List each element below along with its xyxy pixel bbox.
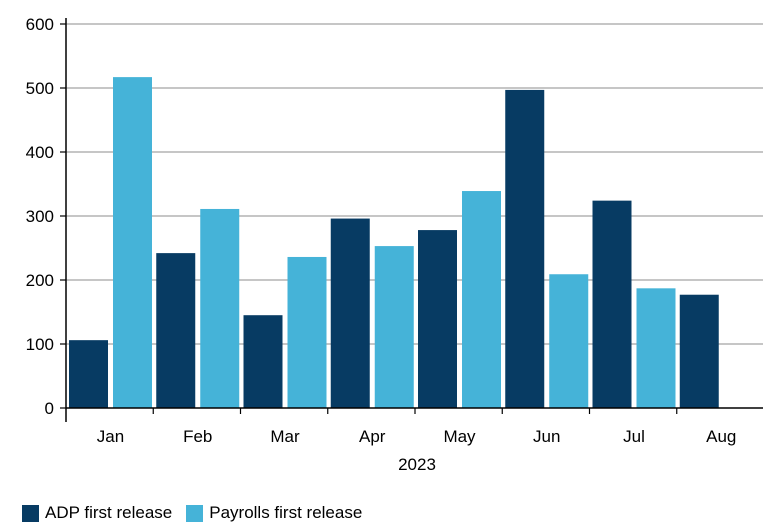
bar bbox=[549, 274, 589, 408]
bar bbox=[69, 340, 108, 408]
y-tick-label: 600 bbox=[26, 15, 54, 34]
bars bbox=[69, 77, 719, 409]
x-tick-label: Apr bbox=[359, 427, 386, 446]
legend-swatch-adp bbox=[22, 504, 39, 522]
chart-plot: 0 100 200 300 400 500 600 Jan Feb Mar Apr May Jun Jul… bbox=[26, 15, 763, 474]
bar bbox=[418, 230, 457, 408]
y-tick-label: 300 bbox=[26, 207, 54, 226]
y-tick-label: 500 bbox=[26, 79, 54, 98]
bar bbox=[156, 253, 196, 408]
bar bbox=[505, 89, 545, 409]
x-tick-label: May bbox=[443, 427, 476, 446]
legend-swatch-payrolls bbox=[186, 504, 204, 522]
y-tick-label: 200 bbox=[26, 271, 54, 290]
legend-label-adp: ADP first release bbox=[45, 503, 173, 522]
x-tick-label: Feb bbox=[183, 427, 212, 446]
legend: ADP first release Payrolls first release bbox=[22, 503, 376, 523]
legend-item-adp: ADP first release bbox=[22, 503, 172, 523]
y-tick-label: 100 bbox=[26, 335, 54, 354]
y-tick-label: 0 bbox=[45, 399, 54, 418]
tick-labels: 0 100 200 300 400 500 600 Jan Feb Mar Apr May Jun Jul… bbox=[26, 15, 737, 446]
x-tick-label: Jan bbox=[97, 427, 124, 446]
legend-item-payrolls: Payrolls first release bbox=[186, 503, 362, 523]
axes bbox=[60, 18, 763, 422]
legend-label-payrolls: Payrolls first release bbox=[209, 503, 363, 522]
x-axis-title: 2023 bbox=[398, 455, 436, 474]
x-tick-label: Jul bbox=[623, 427, 645, 446]
bar bbox=[592, 200, 632, 408]
bar bbox=[330, 218, 370, 408]
bar bbox=[243, 315, 283, 408]
x-tick-label: Jun bbox=[533, 427, 560, 446]
bar bbox=[287, 256, 327, 408]
bar bbox=[113, 77, 152, 409]
bar bbox=[636, 288, 676, 408]
bar bbox=[374, 246, 414, 408]
bar bbox=[679, 294, 719, 408]
bar bbox=[200, 208, 240, 408]
x-tick-label: Mar bbox=[270, 427, 300, 446]
y-tick-label: 400 bbox=[26, 143, 54, 162]
bar bbox=[462, 191, 501, 408]
x-tick-label: Aug bbox=[706, 427, 736, 446]
